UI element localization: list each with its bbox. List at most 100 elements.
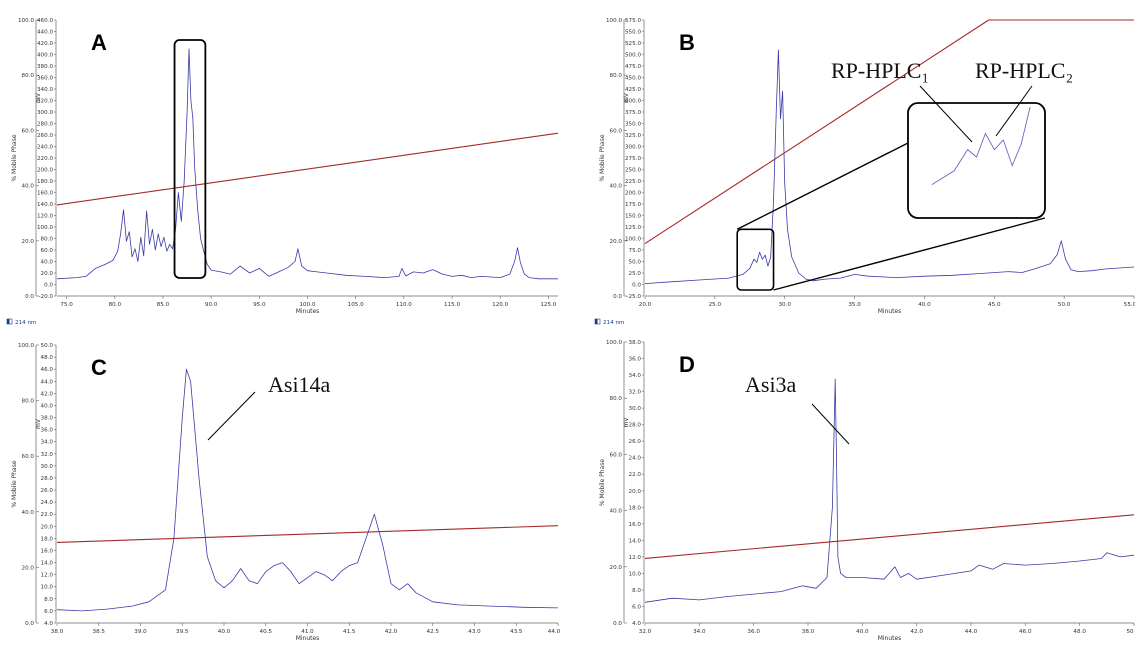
annotation-pointer-line — [207, 391, 256, 441]
left-axis-tick-label: 0.0 — [25, 294, 34, 300]
left-axis-tick-label: 100.0 — [606, 340, 622, 346]
mv-axis-tick-label: 4.0 — [44, 621, 53, 627]
x-axis-title: Minutes — [296, 635, 320, 642]
mv-axis-tick-label: 575.0 — [625, 18, 641, 24]
mv-axis-tick-label: 50.0 — [41, 343, 54, 349]
x-axis-title: Minutes — [878, 635, 902, 642]
mv-axis-tick-label: 525.0 — [625, 41, 641, 47]
mv-axis-tick-label: 34.0 — [629, 373, 642, 379]
mv-axis-tick-label: 32.0 — [41, 452, 54, 458]
mv-axis-title: mV — [35, 418, 42, 429]
mv-axis-tick-label: 340.0 — [37, 87, 53, 93]
chromatogram-trace — [644, 49, 1135, 284]
mv-axis-tick-label: 24.0 — [629, 456, 642, 462]
x-axis-tick-label: 50.0 — [1058, 302, 1071, 308]
mv-axis-tick-label: 320.0 — [37, 99, 53, 105]
panel-label: D — [679, 352, 695, 377]
x-axis-tick-label: 41.5 — [343, 629, 356, 635]
mv-axis-tick-label: 38.0 — [41, 416, 54, 422]
mv-axis-tick-label: 275.0 — [625, 156, 641, 162]
mv-axis-title: mV — [35, 92, 42, 103]
left-axis-tick-label: 0.0 — [25, 621, 34, 627]
x-axis-tick-label: 115.0 — [444, 302, 460, 308]
mv-axis-tick-label: 200.0 — [37, 168, 53, 174]
panel-label: A — [91, 30, 107, 55]
panel-label: B — [679, 30, 695, 55]
x-axis-tick-label: 48.0 — [1073, 629, 1086, 635]
mv-axis-tick-label: 160.0 — [37, 191, 53, 197]
zoom-source-box — [736, 228, 775, 291]
x-axis-tick-label: 25.0 — [709, 302, 722, 308]
x-axis-tick-label: 20.0 — [639, 302, 652, 308]
chromatogram-trace — [644, 378, 1135, 603]
chart-panel-c: 0.0 20.0 40.0 60.0 80.0 100.0 4.0 6.0 8.0 10.0 12.… — [11, 343, 561, 642]
left-axis-tick-label: 80.0 — [22, 73, 35, 79]
mv-axis-title: mV — [623, 92, 630, 103]
x-axis-tick-label: 40.0 — [856, 629, 869, 635]
x-axis-tick-label: 39.0 — [134, 629, 147, 635]
x-axis-title: Minutes — [296, 308, 320, 315]
mv-axis-tick-label: 420.0 — [37, 41, 53, 47]
mv-axis-tick-label: 46.0 — [41, 367, 54, 373]
inset-pointer-line — [995, 85, 1033, 137]
mv-axis-tick-label: 32.0 — [629, 390, 642, 396]
mv-axis-tick-label: 325.0 — [625, 133, 641, 139]
x-axis-tick-label: 80.0 — [109, 302, 122, 308]
x-axis-tick-label: 100.0 — [299, 302, 315, 308]
left-axis-tick-label: 80.0 — [610, 73, 623, 79]
mv-axis-tick-label: 60.0 — [41, 248, 54, 254]
mv-axis-tick-label: 16.0 — [41, 548, 54, 554]
mv-axis-tick-label: 30.0 — [629, 406, 642, 412]
peak-annotation: Asi14a — [268, 372, 331, 397]
left-axis-tick-label: 60.0 — [610, 128, 623, 134]
mv-axis-tick-label: 48.0 — [41, 355, 54, 361]
left-axis-tick-label: 80.0 — [22, 399, 35, 405]
x-axis-tick-label: 42.5 — [427, 629, 440, 635]
x-axis-tick-label: 39.5 — [176, 629, 189, 635]
x-axis-tick-label: 43.5 — [510, 629, 523, 635]
mv-axis-tick-label: 10.0 — [41, 585, 54, 591]
mv-axis-tick-label: 28.0 — [629, 423, 642, 429]
mv-axis-tick-label: 42.0 — [41, 391, 54, 397]
x-axis-tick-label: 42.0 — [910, 629, 923, 635]
mv-axis-tick-label: -25.0 — [627, 294, 642, 300]
mv-axis-tick-label: 400.0 — [625, 99, 641, 105]
inset-chromatogram-trace — [931, 106, 1031, 185]
x-axis-tick-label: 32.0 — [639, 629, 652, 635]
mv-axis-tick-label: 14.0 — [41, 561, 54, 567]
mv-axis-tick-label: 0.0 — [632, 283, 641, 289]
x-axis-tick-label: 55.0 — [1124, 302, 1135, 308]
mv-axis-tick-label: 0.0 — [44, 283, 53, 289]
mv-axis-tick-label: 36.0 — [41, 428, 54, 434]
mv-axis-tick-label: 440.0 — [37, 30, 53, 36]
mv-axis-tick-label: 125.0 — [625, 225, 641, 231]
x-axis-tick-label: 120.0 — [492, 302, 508, 308]
mv-axis-tick-label: 80.0 — [41, 237, 54, 243]
x-axis-title: Minutes — [878, 308, 902, 315]
mv-axis-tick-label: 30.0 — [41, 464, 54, 470]
x-axis-tick-label: 50 — [1126, 629, 1134, 635]
x-axis-tick-label: 38.0 — [51, 629, 64, 635]
left-axis-title: % Mobile Phase — [11, 460, 18, 507]
x-axis-tick-label: 35.0 — [848, 302, 861, 308]
mv-axis-tick-label: 380.0 — [37, 64, 53, 70]
x-axis-tick-label: 44.0 — [548, 629, 561, 635]
mv-axis-tick-label: 36.0 — [629, 357, 642, 363]
left-axis-tick-label: 100.0 — [18, 18, 34, 24]
mv-axis-tick-label: 550.0 — [625, 30, 641, 36]
x-axis-tick-label: 40.0 — [218, 629, 231, 635]
mv-axis-tick-label: 400.0 — [37, 53, 53, 59]
x-axis-tick-label: 46.0 — [1019, 629, 1032, 635]
mv-axis-tick-label: 175.0 — [625, 202, 641, 208]
mv-axis-tick-label: 200.0 — [625, 191, 641, 197]
x-axis-tick-label: 110.0 — [396, 302, 412, 308]
x-axis-tick-label: 75.0 — [60, 302, 73, 308]
mv-axis-tick-label: 475.0 — [625, 64, 641, 70]
chromatogram-trace — [56, 48, 558, 280]
zoom-connector-line — [773, 217, 1046, 291]
mv-axis-tick-label: 20.0 — [41, 524, 54, 530]
mv-axis-tick-label: 350.0 — [625, 122, 641, 128]
x-axis-tick-label: 34.0 — [693, 629, 706, 635]
inset-pointer-line — [919, 85, 973, 143]
mv-axis-tick-label: 26.0 — [629, 439, 642, 445]
